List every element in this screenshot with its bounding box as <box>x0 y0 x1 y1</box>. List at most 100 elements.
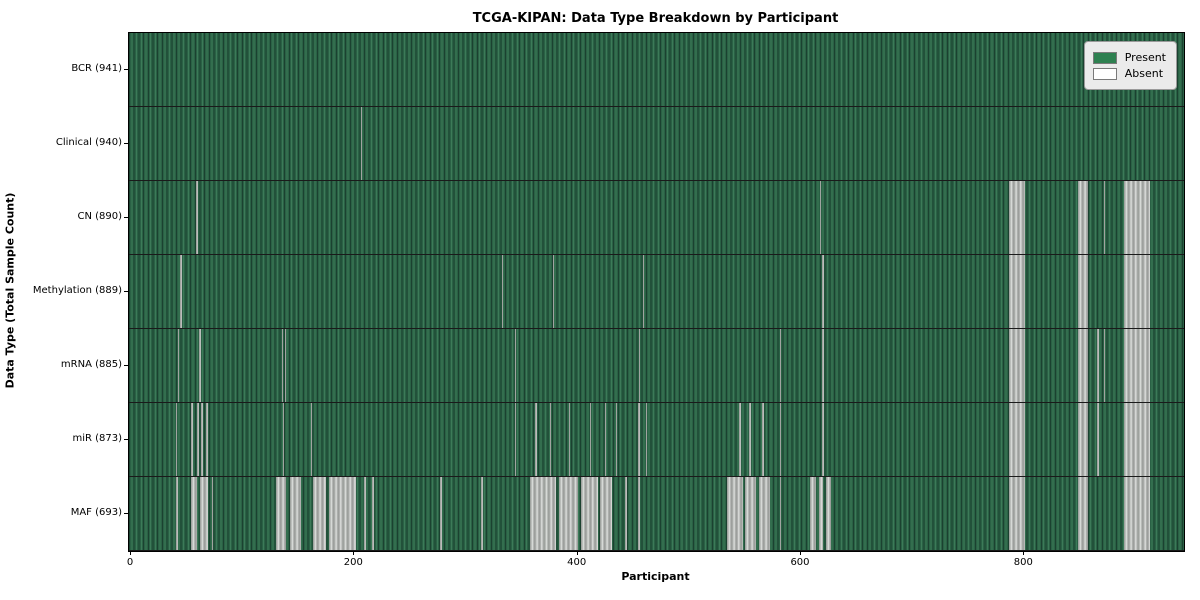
absent-band <box>1123 477 1151 550</box>
absent-band <box>372 477 374 550</box>
absent-band <box>822 255 824 328</box>
absent-band <box>810 477 817 550</box>
legend-label: Absent <box>1124 67 1164 80</box>
x-tick-label: 0 <box>126 557 134 568</box>
absent-band <box>328 477 357 550</box>
y-tick-label: miR (873) <box>72 433 122 444</box>
absent-band <box>779 403 782 476</box>
absent-band <box>779 477 782 550</box>
absent-band <box>600 477 613 550</box>
absent-band <box>1123 403 1151 476</box>
y-tick-mark <box>124 217 128 218</box>
absent-band <box>748 403 751 476</box>
absent-band <box>645 403 648 476</box>
absent-band <box>638 403 641 476</box>
absent-band <box>549 403 552 476</box>
absent-band <box>818 477 824 550</box>
absent-band <box>604 403 606 476</box>
absent-band <box>1008 181 1026 254</box>
x-tick-mark <box>576 551 578 555</box>
absent-band <box>175 403 177 476</box>
absent-band <box>1078 181 1088 254</box>
absent-band <box>1123 181 1151 254</box>
absent-band <box>276 477 287 550</box>
row-cn <box>129 181 1184 255</box>
y-tick-label: CN (890) <box>77 211 122 222</box>
absent-band <box>205 403 208 476</box>
absent-band <box>195 181 198 254</box>
absent-band <box>1008 255 1026 328</box>
row-mrna <box>129 329 1184 403</box>
absent-band <box>822 329 824 402</box>
absent-band <box>825 477 831 550</box>
x-tick-mark <box>353 551 355 555</box>
absent-band <box>480 477 483 550</box>
absent-band <box>822 403 825 476</box>
absent-band <box>762 403 764 476</box>
absent-band <box>364 477 367 550</box>
absent-band <box>361 107 363 180</box>
absent-band <box>727 477 743 550</box>
absent-band <box>191 477 197 550</box>
absent-band <box>529 477 557 550</box>
x-tick-mark <box>130 551 131 555</box>
row-mir <box>129 403 1184 477</box>
absent-band <box>1008 329 1026 402</box>
plot-area: Present Absent <box>128 32 1185 552</box>
absent-band <box>201 403 204 476</box>
absent-band <box>1078 403 1088 476</box>
legend-item-present: Present <box>1092 51 1166 64</box>
y-tick-mark <box>124 69 128 70</box>
absent-band <box>745 477 757 550</box>
chart-title: TCGA-KIPAN: Data Type Breakdown by Parti… <box>472 11 839 26</box>
absent-band <box>1008 403 1026 476</box>
absent-band <box>642 255 644 328</box>
y-tick-mark <box>124 143 128 144</box>
legend-label: Present <box>1124 51 1166 64</box>
absent-band <box>178 329 180 402</box>
legend-item-absent: Absent <box>1092 67 1166 80</box>
row-maf <box>129 477 1184 551</box>
row-bcr <box>129 33 1184 107</box>
absent-band <box>638 477 641 550</box>
absent-band <box>196 403 199 476</box>
legend: Present Absent <box>1083 41 1177 90</box>
y-tick-label: MAF (693) <box>70 507 122 518</box>
absent-band <box>1078 477 1088 550</box>
legend-swatch-icon <box>1092 51 1117 64</box>
absent-band <box>175 477 178 550</box>
absent-band <box>1008 477 1026 550</box>
absent-band <box>1097 329 1099 402</box>
absent-band <box>553 255 555 328</box>
y-tick-label: Methylation (889) <box>32 285 122 296</box>
absent-band <box>1097 403 1099 476</box>
absent-band <box>615 403 617 476</box>
absent-band <box>180 255 183 328</box>
absent-band <box>211 477 213 550</box>
absent-band <box>313 477 327 550</box>
absent-band <box>501 255 504 328</box>
y-tick-mark <box>124 439 128 440</box>
x-tick-label: 200 <box>343 557 363 568</box>
x-tick-mark <box>799 551 801 555</box>
absent-band <box>199 329 202 402</box>
absent-band <box>581 477 598 550</box>
absent-band <box>191 403 194 476</box>
absent-band <box>310 403 313 476</box>
row-clinical <box>129 107 1184 181</box>
absent-band <box>440 477 443 550</box>
y-tick-label: BCR (941) <box>71 63 122 74</box>
y-tick-label: mRNA (885) <box>60 359 122 370</box>
absent-band <box>281 329 284 402</box>
absent-band <box>289 477 301 550</box>
x-tick-mark <box>1023 551 1025 555</box>
absent-band <box>1123 255 1151 328</box>
absent-band <box>1103 181 1105 254</box>
y-tick-mark <box>124 513 128 514</box>
row-methylation <box>129 255 1184 329</box>
x-tick-label: 400 <box>567 557 587 568</box>
absent-band <box>568 403 571 476</box>
absent-band <box>624 477 627 550</box>
absent-band <box>1123 329 1151 402</box>
absent-band <box>639 329 641 402</box>
